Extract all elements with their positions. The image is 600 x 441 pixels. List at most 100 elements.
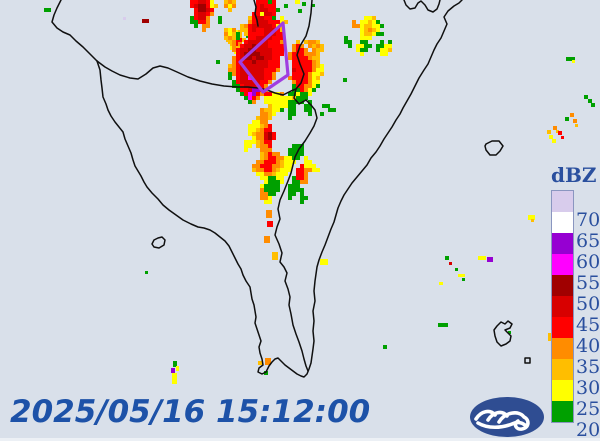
echo-cell bbox=[316, 68, 324, 72]
echo-cell bbox=[248, 92, 252, 96]
echo-cell bbox=[308, 44, 312, 48]
echo-cell bbox=[276, 32, 284, 36]
echo-cell bbox=[264, 96, 276, 100]
echo-cell bbox=[190, 16, 194, 20]
echo-cell bbox=[240, 56, 244, 60]
echo-cell bbox=[360, 36, 372, 40]
echo-cell bbox=[252, 132, 256, 136]
echo-cell bbox=[256, 20, 268, 24]
echo-cell bbox=[284, 160, 296, 164]
echo-cell bbox=[268, 192, 276, 196]
echo-cell bbox=[276, 176, 284, 180]
echo-cell bbox=[300, 192, 304, 196]
echo-cell bbox=[304, 156, 308, 160]
echo-cell bbox=[232, 80, 236, 84]
echo-cell bbox=[248, 124, 260, 128]
echo-cell bbox=[248, 20, 252, 24]
echo-cell bbox=[244, 144, 252, 148]
echo-cell bbox=[248, 128, 256, 132]
echo-cell bbox=[260, 52, 272, 56]
echo-cell bbox=[376, 32, 384, 36]
echo-cell bbox=[252, 96, 256, 100]
echo-cell bbox=[272, 152, 280, 156]
echo-cell bbox=[268, 0, 272, 4]
echo-pixel bbox=[566, 57, 575, 61]
echo-cell bbox=[360, 52, 364, 56]
echo-cell bbox=[388, 40, 392, 44]
echo-cell bbox=[252, 164, 260, 168]
echo-cell bbox=[240, 44, 244, 48]
echo-pixel bbox=[302, 2, 306, 6]
echo-cell bbox=[232, 72, 236, 76]
echo-cell bbox=[308, 88, 312, 92]
echo-cell bbox=[292, 180, 300, 184]
echo-cell bbox=[268, 124, 272, 128]
echo-cell bbox=[296, 92, 300, 96]
echo-cell bbox=[320, 64, 324, 68]
echo-pixel bbox=[343, 78, 347, 82]
echo-cell bbox=[272, 72, 276, 76]
echo-cell bbox=[312, 48, 316, 52]
echo-cell bbox=[268, 112, 272, 116]
echo-cell bbox=[240, 60, 252, 64]
echo-cell bbox=[296, 44, 300, 48]
echo-cell bbox=[292, 156, 300, 160]
echo-cell bbox=[194, 4, 198, 8]
echo-cell bbox=[252, 12, 260, 16]
echo-cell bbox=[252, 120, 260, 124]
echo-cell bbox=[376, 20, 380, 24]
echo-cell bbox=[352, 20, 356, 24]
echo-cell bbox=[280, 108, 284, 112]
echo-cell bbox=[232, 84, 240, 88]
echo-cell bbox=[206, 0, 210, 4]
echo-pixel bbox=[565, 117, 569, 121]
echo-cell bbox=[380, 52, 388, 56]
echo-cell bbox=[256, 160, 264, 164]
echo-cell bbox=[316, 60, 320, 64]
echo-pixel bbox=[123, 17, 126, 20]
island-small_rock bbox=[524, 357, 531, 364]
echo-cell bbox=[360, 24, 364, 28]
coastline-group bbox=[51, 0, 463, 378]
echo-cell bbox=[284, 164, 292, 168]
cwa-logo bbox=[470, 397, 544, 437]
echo-pixel bbox=[44, 8, 51, 12]
echo-cell bbox=[276, 8, 280, 12]
echo-cell bbox=[308, 72, 312, 76]
echo-cell bbox=[384, 44, 392, 48]
echo-cell bbox=[256, 36, 272, 40]
echo-cell bbox=[248, 88, 252, 92]
echo-cell bbox=[256, 144, 260, 148]
echo-pixel bbox=[570, 113, 574, 117]
echo-cell bbox=[232, 56, 236, 60]
echo-cell bbox=[236, 88, 240, 92]
echo-cell bbox=[292, 144, 304, 148]
echo-cell bbox=[232, 40, 236, 44]
echo-cell bbox=[280, 16, 284, 20]
echo-cell bbox=[228, 40, 232, 44]
echo-cell bbox=[264, 160, 276, 164]
echo-cell bbox=[264, 76, 272, 80]
echo-cell bbox=[206, 20, 210, 24]
echo-cell bbox=[312, 168, 320, 172]
echo-cell bbox=[260, 80, 268, 84]
echo-cell bbox=[300, 180, 308, 184]
thunderstorm-warning-polygon bbox=[238, 21, 290, 94]
echo-cell bbox=[264, 84, 268, 88]
echo-cell bbox=[236, 60, 240, 64]
echo-cell bbox=[232, 44, 236, 48]
echo-cell bbox=[268, 64, 280, 68]
echo-cell bbox=[260, 108, 264, 112]
echo-cell bbox=[234, 38, 242, 42]
echo-cell bbox=[364, 28, 368, 32]
echo-cell bbox=[248, 28, 252, 32]
echo-cell bbox=[264, 4, 276, 8]
echo-cell bbox=[376, 44, 384, 48]
echo-cell bbox=[248, 16, 252, 20]
echo-cell bbox=[256, 56, 264, 60]
island-green_island bbox=[484, 140, 504, 156]
echo-cell bbox=[264, 188, 280, 192]
echo-cell bbox=[316, 64, 320, 68]
echo-cell bbox=[198, 20, 206, 24]
echo-cell bbox=[252, 20, 256, 24]
